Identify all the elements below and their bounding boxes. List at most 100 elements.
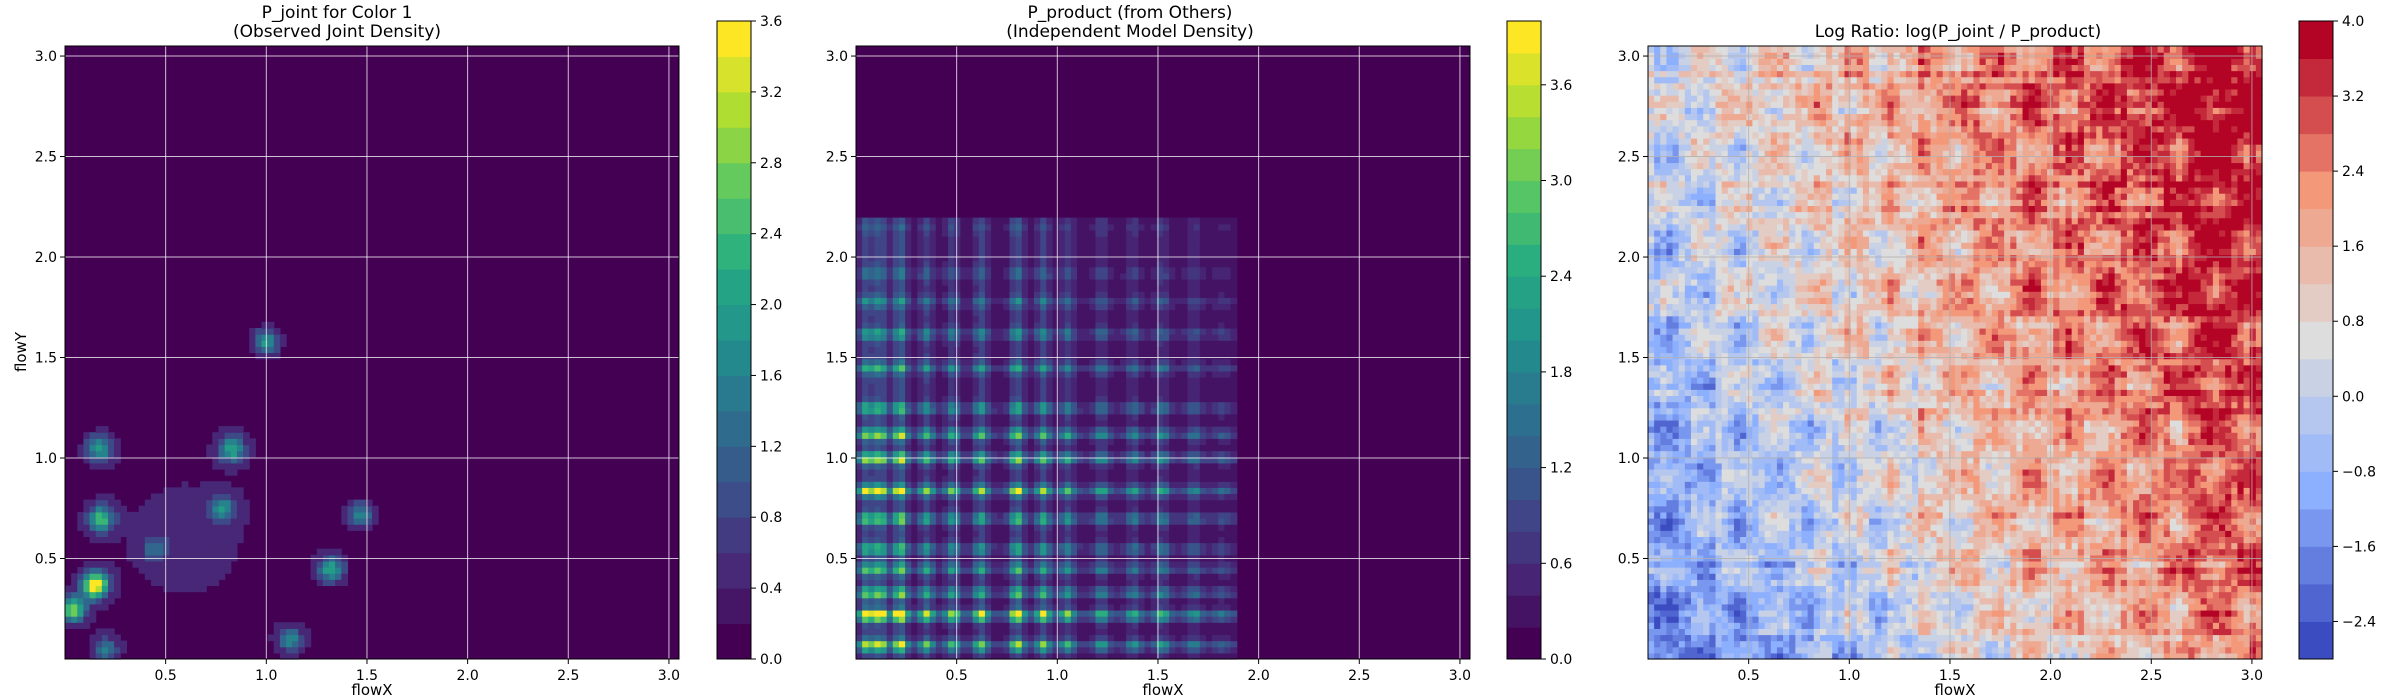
heatmap-cell [941, 456, 949, 464]
heatmap-cell [1120, 585, 1127, 593]
heatmap-cell [1101, 297, 1109, 305]
heatmap-cell [114, 591, 121, 599]
heatmap-cell [1027, 395, 1035, 403]
heatmap-cell [273, 646, 281, 654]
heatmap-cell [1156, 321, 1164, 329]
heatmap-cell [200, 579, 207, 587]
heatmap-cell [917, 229, 925, 237]
heatmap-cell [948, 597, 955, 605]
heatmap-cell [1120, 591, 1127, 599]
heatmap-cell [1009, 524, 1017, 531]
heatmap-cell [941, 640, 949, 648]
y-tick-label: 2.5 [35, 150, 57, 166]
heatmap-cell [1126, 450, 1133, 458]
heatmap-cell [1150, 327, 1158, 335]
heatmap-cell [1003, 340, 1011, 347]
heatmap-cell [1163, 346, 1170, 354]
heatmap-cell [1077, 640, 1084, 648]
heatmap-cell [1083, 481, 1090, 488]
heatmap-cell [1034, 634, 1041, 642]
heatmap-cell [868, 505, 876, 513]
heatmap-cell [911, 530, 918, 537]
heatmap-cell [1181, 242, 1189, 249]
heatmap-cell [1181, 272, 1189, 280]
heatmap-cell [966, 278, 974, 286]
heatmap-cell [1181, 383, 1189, 390]
heatmap-cell [1095, 456, 1103, 464]
heatmap-cell [1150, 266, 1158, 274]
heatmap-cell [1095, 640, 1103, 648]
heatmap-cell [880, 285, 888, 292]
heatmap-cell [1120, 352, 1127, 360]
heatmap-cell [923, 303, 931, 311]
heatmap-cell [1058, 652, 1066, 660]
heatmap-cell [1027, 487, 1035, 495]
heatmap-cell [972, 315, 980, 323]
colorbar-band [717, 162, 751, 199]
heatmap-cell [169, 560, 177, 568]
heatmap-cell [1064, 511, 1072, 519]
heatmap-cell [1095, 395, 1103, 403]
heatmap-cell [1205, 278, 1213, 286]
heatmap-cell [905, 536, 912, 544]
heatmap-cell [868, 327, 876, 335]
heatmap-cell [77, 524, 85, 531]
heatmap-cell [1021, 591, 1029, 599]
heatmap-cell [1150, 309, 1158, 317]
heatmap-cell [1077, 493, 1084, 501]
heatmap-cell [1021, 579, 1029, 587]
heatmap-cell [1040, 432, 1047, 439]
heatmap-cell [218, 438, 226, 446]
heatmap-cell [886, 419, 894, 427]
heatmap-cell [892, 597, 900, 605]
heatmap-cell [954, 597, 961, 605]
heatmap-cell [1046, 634, 1054, 642]
heatmap-cell [984, 518, 992, 525]
heatmap-cell [1126, 444, 1133, 452]
heatmap-cell [1046, 364, 1054, 372]
heatmap-cell [997, 530, 1004, 537]
heatmap-cell [978, 309, 986, 317]
heatmap-cell [929, 254, 937, 262]
heatmap-cell [874, 352, 882, 360]
heatmap-cell [1187, 346, 1195, 354]
heatmap-cell [886, 511, 894, 519]
heatmap-cell [1199, 395, 1207, 403]
heatmap-cell [1027, 407, 1035, 415]
heatmap-cell [1015, 426, 1023, 433]
heatmap-cell [868, 364, 876, 372]
heatmap-cell [1021, 634, 1029, 642]
heatmap-cell [1089, 456, 1097, 464]
heatmap-cell [997, 548, 1004, 556]
heatmap-cell [1003, 603, 1011, 611]
heatmap-cell [1218, 616, 1225, 623]
heatmap-cell [1218, 597, 1225, 605]
heatmap-cell [1095, 622, 1103, 629]
x-tick-label: 2.5 [557, 668, 579, 684]
heatmap-cell [905, 548, 912, 556]
heatmap-cell [905, 334, 912, 341]
colorbar-band [717, 446, 751, 483]
heatmap-cell [1034, 616, 1041, 623]
heatmap-cell [929, 475, 937, 482]
heatmap-cell [1083, 291, 1090, 298]
colorbar-band [717, 340, 751, 376]
heatmap-cell [892, 334, 900, 341]
heatmap-cell [1187, 340, 1195, 347]
heatmap-cell [1156, 573, 1164, 580]
heatmap-cell [923, 242, 931, 249]
heatmap-cell [1101, 236, 1109, 243]
y-tick-label: 1.0 [35, 451, 57, 467]
heatmap-cell [1175, 597, 1183, 605]
heatmap-cell [1138, 622, 1146, 629]
heatmap-cell [1193, 364, 1201, 372]
heatmap-cell [1009, 266, 1017, 274]
heatmap-cell [1021, 426, 1029, 433]
heatmap-cell [1040, 272, 1047, 280]
heatmap-cell [880, 419, 888, 427]
heatmap-cell [905, 315, 912, 323]
heatmap-cell [1107, 377, 1115, 384]
heatmap-cell [978, 585, 986, 593]
heatmap-cell [1175, 530, 1183, 537]
heatmap-cell [1150, 426, 1158, 433]
